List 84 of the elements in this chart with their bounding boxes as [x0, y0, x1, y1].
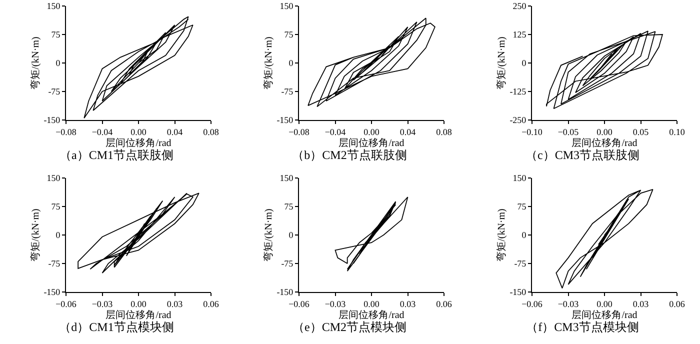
y-tick-label: -75: [48, 258, 61, 269]
y-tick-label: 75: [517, 202, 527, 212]
y-tick-label: 0: [288, 58, 294, 68]
x-tick-label: 0.00: [596, 298, 613, 309]
x-tick-label: −0.03: [558, 298, 580, 309]
x-tick-label: −0.03: [324, 298, 346, 309]
y-tick-label: 250: [512, 1, 527, 12]
x-tick-label: 0.06: [203, 298, 220, 309]
x-axis-title: 层间位移角/rad: [106, 308, 172, 321]
x-tick-label: 0.00: [130, 298, 147, 309]
y-tick-label: -75: [514, 258, 527, 269]
x-tick-label: 0.00: [364, 298, 380, 309]
x-tick-label: −0.04: [324, 126, 346, 137]
x-tick-label: −0.05: [558, 126, 580, 137]
x-tick-label: 0.05: [632, 126, 650, 137]
y-tick-label: 75: [51, 202, 61, 212]
x-tick-label: −0.06: [288, 298, 310, 309]
text: （c）CM3节点联肢侧: [526, 148, 640, 162]
x-tick-label: 0.06: [436, 298, 452, 309]
y-tick-label: 75: [51, 30, 61, 40]
y-axis-title: 弯矩/(kN·m): [30, 208, 42, 262]
x-axis-title: 层间位移角/rad: [572, 136, 638, 149]
y-tick-label: 0: [522, 230, 527, 240]
text: （e）CM2节点模块侧: [292, 320, 406, 334]
y-axis-title: 弯矩/(kN·m): [30, 36, 42, 90]
text: （d）CM1节点模块侧: [59, 320, 174, 334]
x-tick-label: 0.10: [669, 126, 686, 137]
y-tick-label: 150: [512, 173, 527, 184]
x-tick-label: 0.00: [364, 126, 380, 137]
text: （f）CM3节点模块侧: [526, 320, 639, 334]
y-tick-label: 0: [56, 230, 61, 240]
x-tick-label: −0.08: [288, 126, 310, 137]
x-tick-label: −0.10: [522, 126, 543, 137]
text: （a）CM1节点联肢侧: [60, 148, 174, 162]
y-tick-label: -150: [44, 115, 61, 126]
line-series: [556, 188, 654, 289]
x-axis-title: 层间位移角/rad: [338, 136, 404, 149]
x-tick-label: 0.06: [669, 298, 686, 309]
x-tick-label: −0.06: [522, 298, 543, 309]
y-tick-label: -250: [510, 115, 527, 126]
y-tick-label: -150: [510, 287, 527, 298]
y-tick-label: 75: [284, 202, 294, 212]
line-series: [546, 30, 663, 110]
y-tick-label: -125: [510, 86, 527, 97]
y-tick-label: 75: [284, 30, 294, 40]
y-tick-label: -150: [44, 287, 61, 298]
x-tick-label: 0.08: [436, 126, 452, 137]
line-series: [78, 192, 200, 274]
line-series: [334, 196, 408, 272]
text: （b）CM2节点联肢侧: [292, 148, 407, 162]
y-tick-label: 0: [56, 58, 61, 68]
x-tick-label: −0.03: [92, 298, 114, 309]
x-axis-title: 层间位移角/rad: [572, 308, 638, 321]
y-axis-title: 弯矩/(kN·m): [262, 208, 275, 262]
y-tick-label: -75: [48, 86, 61, 97]
y-tick-label: 125: [512, 30, 527, 40]
y-tick-label: -150: [276, 287, 294, 298]
x-axis-title: 层间位移角/rad: [338, 308, 404, 321]
y-axis-title: 弯矩/(kN·m): [496, 208, 508, 262]
x-tick-label: −0.08: [56, 126, 77, 137]
y-tick-label: 0: [522, 58, 527, 68]
line-series: [308, 18, 436, 108]
x-tick-label: −0.04: [92, 126, 114, 137]
x-tick-label: 0.04: [166, 126, 184, 137]
y-tick-label: 150: [280, 1, 294, 12]
x-tick-label: 0.00: [130, 126, 147, 137]
x-axis-title: 层间位移角/rad: [106, 136, 172, 149]
y-axis-title: 弯矩/(kN·m): [496, 36, 508, 90]
x-tick-label: 0.03: [400, 298, 416, 309]
x-tick-label: 0.00: [596, 126, 613, 137]
y-tick-label: -75: [281, 86, 294, 97]
y-tick-label: 150: [46, 173, 61, 184]
y-tick-label: 150: [46, 1, 61, 12]
y-tick-label: 150: [280, 173, 294, 184]
y-tick-label: -150: [276, 115, 294, 126]
x-tick-label: 0.03: [632, 298, 650, 309]
x-tick-label: 0.08: [203, 126, 220, 137]
line-series: [84, 16, 194, 119]
y-tick-label: -75: [281, 258, 294, 269]
y-tick-label: 0: [288, 230, 294, 240]
y-axis-title: 弯矩/(kN·m): [262, 36, 275, 90]
x-tick-label: 0.03: [166, 298, 184, 309]
x-tick-label: 0.04: [400, 126, 416, 137]
x-tick-label: −0.06: [56, 298, 77, 309]
